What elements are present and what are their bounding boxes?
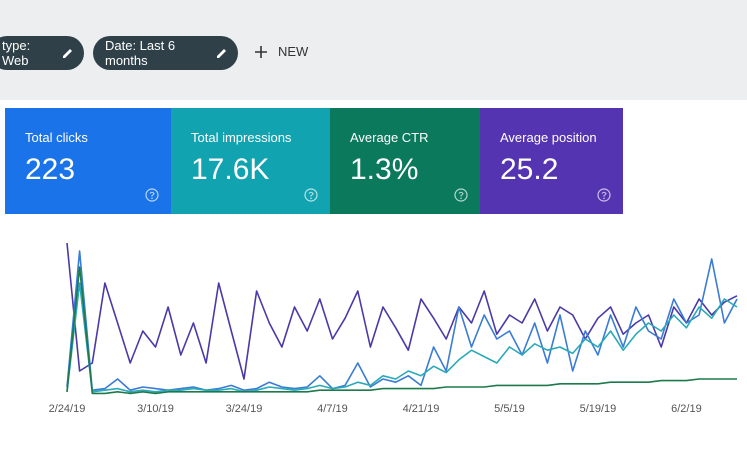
x-tick-label: 5/19/19 (580, 403, 617, 415)
x-tick-label: 4/21/19 (403, 403, 440, 415)
edit-icon (216, 49, 226, 58)
metric-card[interactable]: Average CTR 1.3% (330, 108, 480, 214)
metric-label: Total impressions (191, 130, 292, 145)
filter-chip[interactable]: type: Web (0, 36, 84, 70)
metric-label: Average CTR (350, 130, 429, 145)
metric-value: 25.2 (500, 153, 559, 186)
plus-icon (255, 45, 267, 58)
help-icon (304, 188, 318, 202)
x-tick-label: 6/2/19 (671, 403, 702, 415)
series-line (66, 282, 738, 393)
metric-card[interactable]: Total impressions 17.6K (171, 108, 330, 214)
series-line (66, 250, 738, 391)
metric-card[interactable]: Average position 25.2 (480, 108, 623, 214)
performance-chart: 2/24/19 3/10/19 3/24/19 4/7/19 4/21/19 5/5/19… (49, 242, 738, 415)
metric-value: 223 (25, 153, 76, 186)
x-tick-label: 4/7/19 (317, 403, 348, 415)
help-icon (597, 188, 611, 202)
metric-value: 1.3% (350, 153, 419, 186)
help-icon (454, 188, 468, 202)
new-button[interactable]: NEW (254, 44, 308, 59)
series-line (66, 242, 738, 380)
new-label: NEW (278, 44, 309, 59)
help-icon (145, 188, 159, 202)
filter-chip[interactable]: Date: Last 6 months (93, 36, 238, 70)
series-line (66, 266, 737, 395)
metric-label: Average position (500, 130, 597, 145)
metric-label: Total clicks (25, 130, 88, 145)
x-tick-label: 3/10/19 (137, 403, 174, 415)
filter-label: Date: Last 6 months (105, 38, 176, 68)
x-tick-label: 2/24/19 (49, 403, 86, 415)
metric-card[interactable]: Total clicks 223 (5, 108, 171, 214)
metric-value: 17.6K (191, 153, 270, 186)
edit-icon (62, 49, 72, 58)
filter-label: type: Web (2, 38, 31, 68)
x-tick-label: 3/24/19 (226, 403, 263, 415)
x-tick-label: 5/5/19 (494, 403, 525, 415)
